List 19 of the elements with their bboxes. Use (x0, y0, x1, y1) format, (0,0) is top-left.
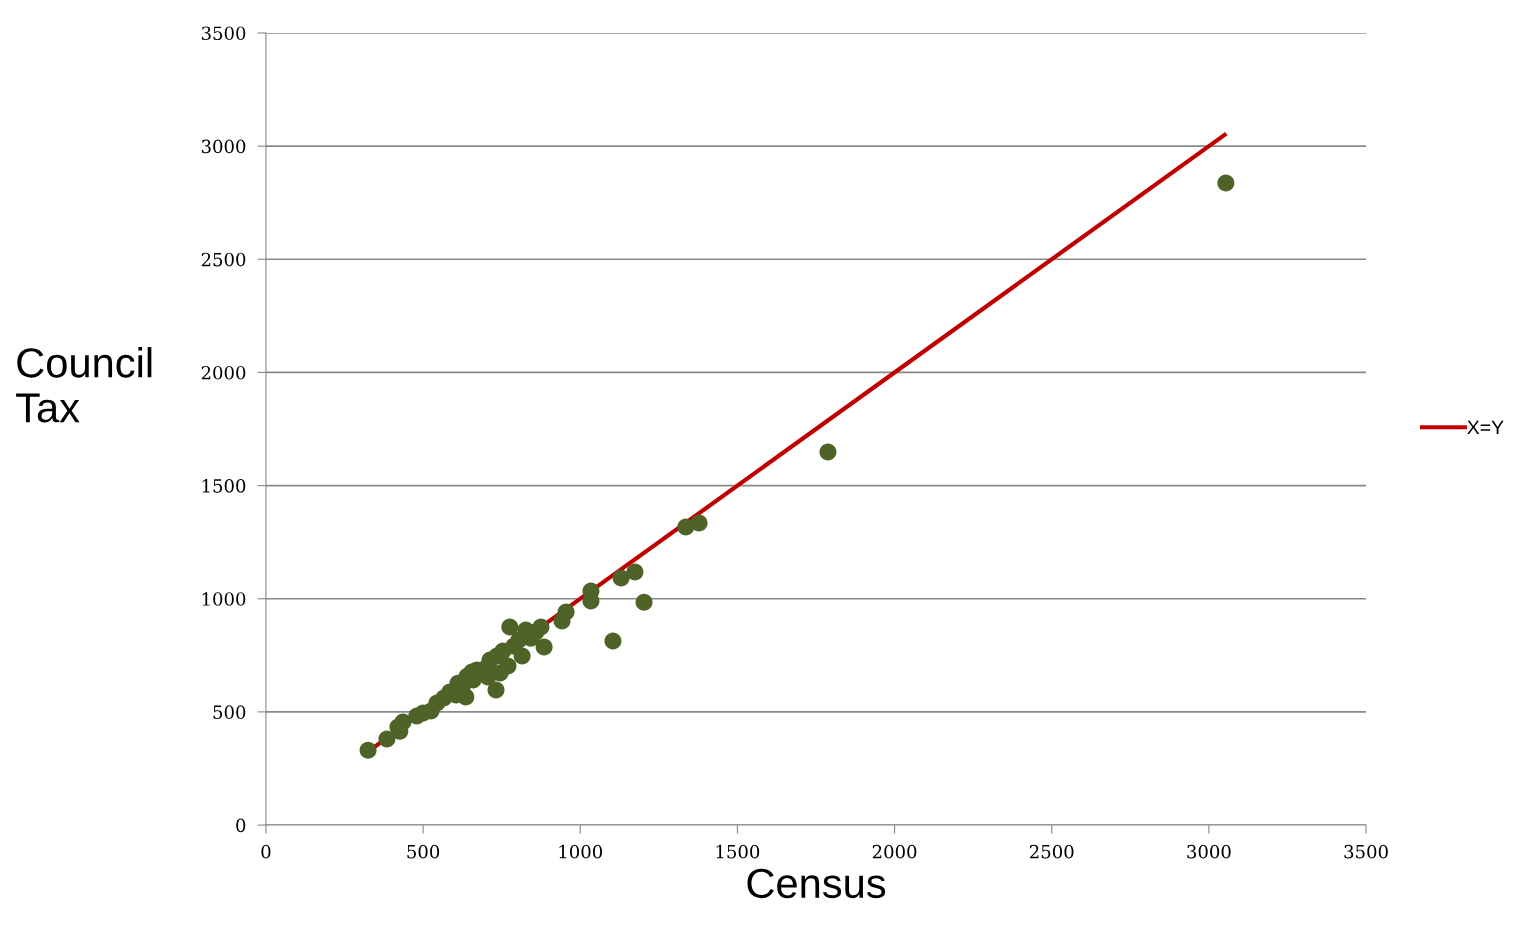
x-tick-label: 2000 (872, 844, 917, 859)
y-tick-label: 0 (236, 818, 246, 833)
y-tick-label: 2000 (201, 365, 246, 380)
y-tick-label: 3000 (201, 139, 246, 154)
legend-label: X=Y (1467, 420, 1504, 435)
y-tick-label: 2500 (201, 252, 246, 267)
x-axis-title: Census (747, 868, 886, 899)
y-tick-label: 3500 (201, 26, 246, 41)
x-tick-label: 3500 (1344, 844, 1388, 859)
y-axis-title: Council Tax (16, 347, 152, 423)
y-tick-label: 500 (213, 705, 246, 720)
x-tick-label: 3000 (1187, 844, 1231, 859)
x-tick-label: 2500 (1029, 844, 1074, 859)
y-tick-label: 1000 (202, 592, 246, 606)
x-tick-label: 0 (261, 844, 271, 859)
y-tick-label: 1500 (202, 479, 246, 493)
x-tick-label: 1000 (559, 844, 603, 859)
x-tick-label: 1500 (716, 844, 760, 859)
x-tick-label: 500 (407, 844, 440, 859)
